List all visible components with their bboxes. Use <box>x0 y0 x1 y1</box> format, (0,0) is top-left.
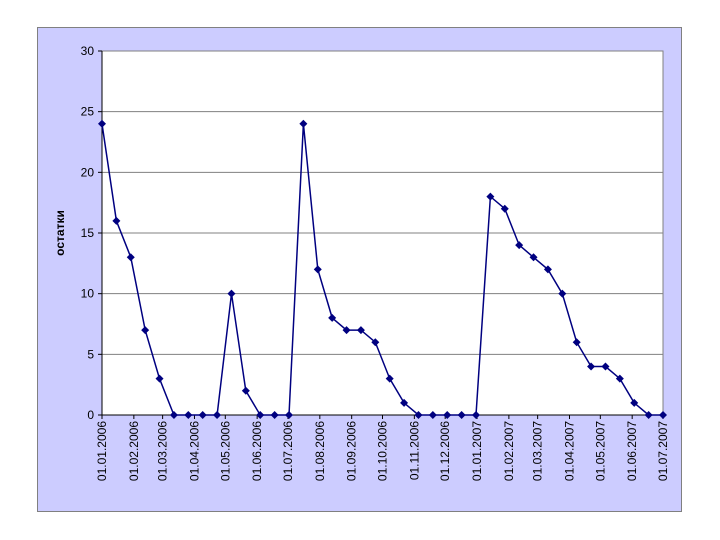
y-axis-label: остатки <box>53 210 67 256</box>
data-point <box>141 326 150 335</box>
data-point <box>155 374 164 383</box>
data-point <box>184 411 193 419</box>
data-point <box>356 326 365 335</box>
data-point <box>587 362 596 371</box>
x-tick-label: 01.01.2007 <box>470 421 484 481</box>
data-point <box>270 411 279 419</box>
data-point <box>500 204 509 213</box>
y-tick-label: 30 <box>81 44 95 58</box>
data-point <box>558 289 567 298</box>
x-tick-label: 01.02.2007 <box>502 421 516 481</box>
data-point <box>428 411 437 419</box>
data-point <box>615 374 624 383</box>
data-point <box>98 119 106 128</box>
x-tick-label: 01.02.2006 <box>127 421 141 481</box>
data-point <box>256 411 265 419</box>
data-point <box>414 411 423 419</box>
data-point <box>227 289 236 298</box>
x-tick-label: 01.09.2006 <box>345 421 359 481</box>
x-tick-label: 01.05.2007 <box>593 421 607 481</box>
x-tick-label: 01.03.2006 <box>156 421 170 481</box>
data-point <box>241 386 250 395</box>
data-point <box>543 265 552 274</box>
x-tick-label: 01.06.2006 <box>250 421 264 481</box>
x-axis-ticks: 01.01.2006 01.02.2006 01.03.2006 01.04.2006… <box>95 415 670 481</box>
data-point <box>486 192 495 201</box>
data-point <box>385 374 394 383</box>
y-tick-label: 10 <box>81 287 95 301</box>
data-point <box>342 326 351 335</box>
y-axis-ticks: 0 5 10 15 20 25 30 <box>81 44 102 422</box>
data-point <box>213 411 222 419</box>
x-tick-label: 01.03.2007 <box>531 421 545 481</box>
x-tick-label: 01.04.2007 <box>563 421 577 481</box>
y-tick-label: 20 <box>81 165 95 179</box>
data-point <box>112 216 121 225</box>
x-tick-label: 01.12.2006 <box>438 421 452 481</box>
gridlines <box>102 50 663 355</box>
data-point <box>285 411 293 419</box>
x-tick-label: 01.08.2006 <box>313 421 327 481</box>
data-point <box>299 119 308 128</box>
data-point <box>644 411 653 419</box>
x-tick-label: 01.10.2006 <box>376 421 390 481</box>
x-tick-label: 01.11.2006 <box>407 421 421 480</box>
data-point <box>457 411 466 419</box>
data-point <box>472 411 480 419</box>
x-tick-label: 01.04.2006 <box>187 421 201 481</box>
series-line <box>101 123 663 416</box>
data-point <box>529 253 538 262</box>
data-point <box>126 253 135 262</box>
x-tick-label: 01.07.2007 <box>656 421 670 481</box>
data-point <box>371 338 380 347</box>
data-point <box>328 313 337 322</box>
data-point <box>630 398 639 407</box>
data-point <box>659 411 667 419</box>
data-point <box>400 398 409 407</box>
data-point <box>572 338 581 347</box>
y-tick-label: 15 <box>81 226 95 240</box>
y-tick-label: 25 <box>81 105 95 119</box>
data-point <box>169 411 178 419</box>
x-tick-label: 01.06.2007 <box>625 421 639 481</box>
x-tick-label: 01.01.2006 <box>95 421 109 481</box>
y-tick-label: 5 <box>87 347 94 361</box>
data-point <box>198 411 207 419</box>
data-point <box>443 411 452 419</box>
x-tick-label: 01.07.2006 <box>281 421 295 481</box>
data-point <box>313 265 322 274</box>
x-tick-label: 01.05.2006 <box>218 421 232 481</box>
series-markers <box>98 119 667 419</box>
y-tick-label: 0 <box>87 408 94 422</box>
data-point <box>601 362 610 371</box>
data-point <box>515 241 524 250</box>
